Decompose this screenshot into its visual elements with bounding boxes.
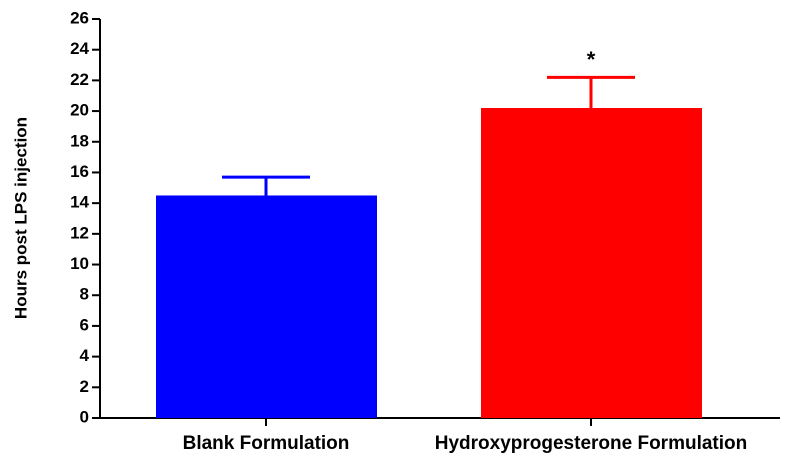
x-tick-label: Blank Formulation <box>183 433 350 454</box>
y-tick-label: 6 <box>80 315 89 334</box>
bar <box>481 108 702 418</box>
bar <box>156 195 377 418</box>
y-tick-label: 16 <box>70 162 89 181</box>
x-tick-label: Hydroxyprogesterone Formulation <box>435 433 748 454</box>
y-tick-label: 2 <box>80 377 89 396</box>
y-tick-label: 22 <box>70 70 89 89</box>
y-axis-label: Hours post LPS injection <box>11 117 30 319</box>
y-tick-label: 26 <box>70 8 89 27</box>
significance-label: * <box>587 47 596 72</box>
y-tick-label: 8 <box>80 285 89 304</box>
y-tick-label: 24 <box>70 39 89 58</box>
y-tick-label: 0 <box>80 407 89 426</box>
y-tick-label: 12 <box>70 223 89 242</box>
y-tick-label: 14 <box>70 193 89 212</box>
y-tick-label: 4 <box>80 346 90 365</box>
y-tick-label: 18 <box>70 131 89 150</box>
y-tick-label: 20 <box>70 101 89 120</box>
y-tick-label: 10 <box>70 254 89 273</box>
